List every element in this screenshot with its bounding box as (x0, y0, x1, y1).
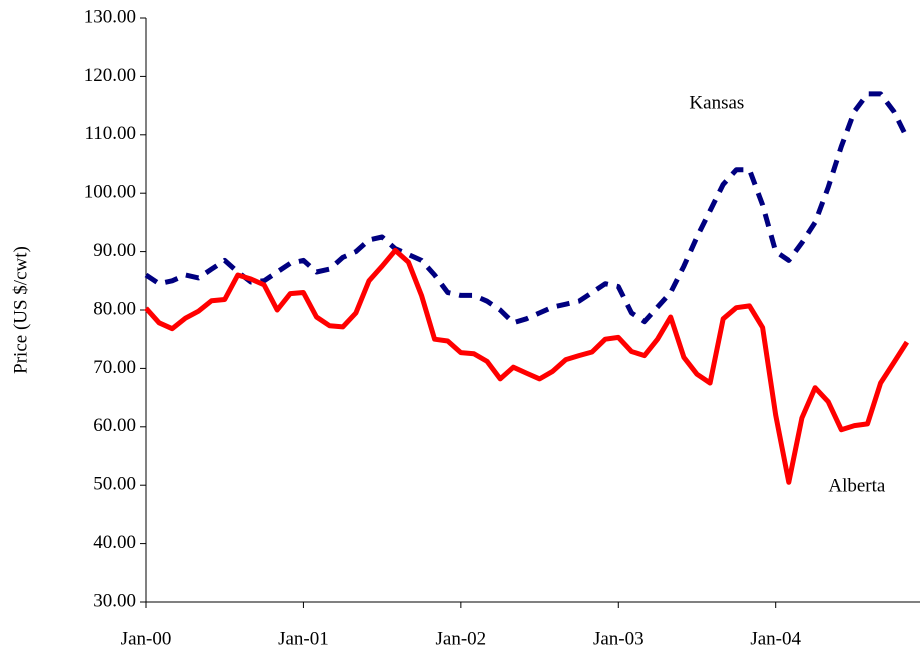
x-tick-label: Jan-02 (436, 628, 487, 649)
x-tick-label: Jan-04 (750, 628, 801, 649)
y-tick-label: 30.00 (93, 590, 136, 611)
y-tick-label: 100.00 (84, 182, 136, 203)
x-tick-label: Jan-00 (121, 628, 172, 649)
y-tick-label: 90.00 (93, 240, 136, 261)
series-line (144, 91, 910, 326)
series-label: Alberta (828, 476, 886, 497)
y-tick-label: 130.00 (84, 6, 136, 27)
y-tick-label: 50.00 (93, 474, 136, 495)
y-tick-label: 70.00 (93, 357, 136, 378)
series-label: Kansas (689, 92, 744, 113)
y-tick-label: 110.00 (84, 123, 136, 144)
y-tick-label: 80.00 (93, 298, 136, 319)
y-tick-label: 60.00 (93, 415, 136, 436)
y-axis-label: Price (US $/cwt) (10, 246, 31, 374)
y-tick-label: 40.00 (93, 532, 136, 553)
series-line (144, 247, 910, 485)
x-tick-label: Jan-01 (278, 628, 329, 649)
y-tick-label: 120.00 (84, 65, 136, 86)
x-tick-label: Jan-03 (593, 628, 644, 649)
